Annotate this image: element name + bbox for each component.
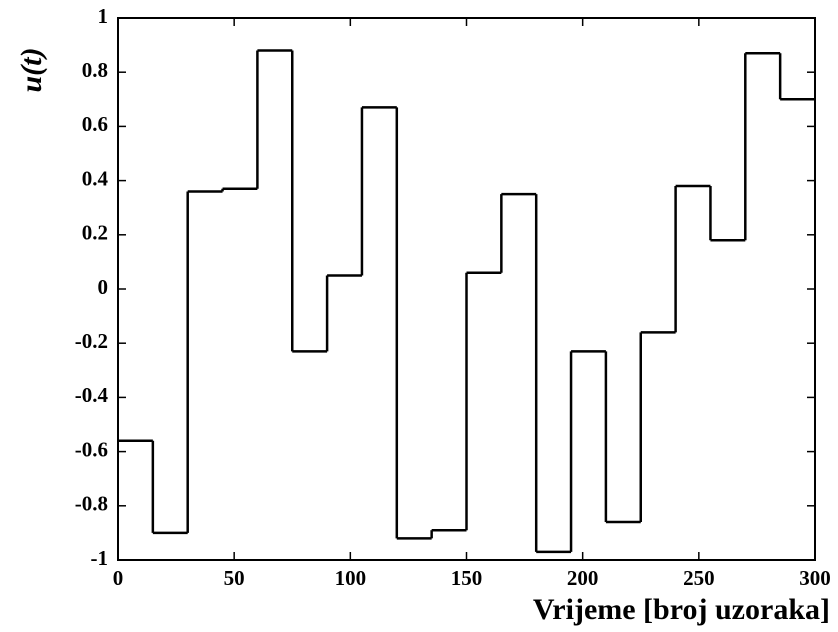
y-axis-label: u(t): [15, 48, 48, 93]
x-tick-label: 150: [451, 566, 483, 590]
x-tick-label: 200: [567, 566, 599, 590]
x-axis-label: Vrijeme [broj uzoraka]: [533, 593, 830, 626]
y-tick-label: -0.2: [75, 329, 108, 353]
x-tick-label: 50: [224, 566, 245, 590]
x-tick-label: 0: [113, 566, 124, 590]
y-tick-label: 0: [98, 275, 109, 299]
y-tick-label: 1: [98, 4, 109, 28]
y-tick-label: -0.4: [75, 383, 109, 407]
y-tick-label: 0.8: [82, 58, 108, 82]
x-tick-label: 100: [335, 566, 367, 590]
x-tick-label: 300: [799, 566, 831, 590]
y-tick-label: -0.8: [75, 492, 108, 516]
y-tick-label: 0.6: [82, 112, 108, 136]
y-tick-label: 0.4: [82, 166, 109, 190]
y-tick-label: 0.2: [82, 221, 108, 245]
x-tick-label: 250: [683, 566, 715, 590]
y-tick-label: -1: [91, 546, 109, 570]
y-tick-label: -0.6: [75, 437, 108, 461]
